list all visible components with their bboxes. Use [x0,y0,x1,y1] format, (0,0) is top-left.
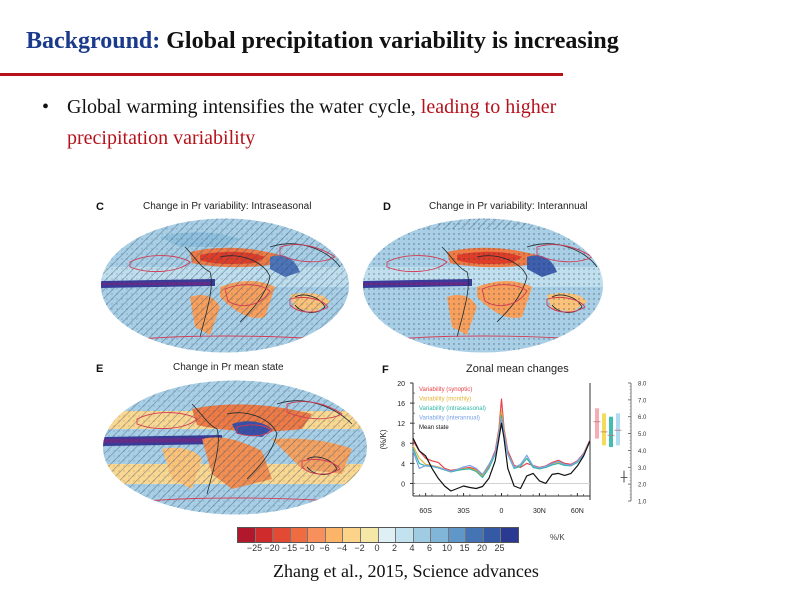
colorbar-unit: %/K [550,533,565,542]
colorbar-segment [466,528,484,542]
map-panel-e [103,380,367,515]
panel-d-label: D [383,201,391,213]
colorbar-tick-label: −2 [354,543,365,553]
range-bar [595,408,599,439]
colorbar-segment [378,528,397,542]
x-tick-label: 30N [533,508,546,515]
colorbar-tick-label: −20 [264,543,280,553]
x-tick-label: 30S [457,508,470,515]
colorbar-segment [501,528,518,542]
colorbar-segment [343,528,361,542]
colorbar-tick-label: 25 [494,543,505,553]
colorbar-tick-label: 0 [374,543,380,553]
colorbar [237,527,519,543]
title-underline [0,73,563,76]
colorbar-tick-label: 20 [476,543,487,553]
range-bar [609,416,613,448]
side-tick-label: 2.0 [638,483,647,489]
y-tick-label: 20 [397,381,405,388]
colorbar-segment [396,528,414,542]
side-tick-label: 4.0 [638,449,647,455]
panel-d-title: Change in Pr variability: Interannual [429,201,588,212]
slide-title-rest: Global precipitation variability is incr… [166,28,619,54]
panel-c-title: Change in Pr variability: Intraseasonal [143,201,312,212]
x-tick-label: 60N [571,508,584,515]
colorbar-tick-label: 15 [459,543,470,553]
colorbar-segment [448,528,467,542]
colorbar-tick-label: 6 [426,543,432,553]
colorbar-tick-label: −10 [299,543,315,553]
colorbar-segment [431,528,449,542]
chart-legend: Variability (synoptic) Variability (month… [419,387,486,431]
side-tick-label: 5.0 [638,432,647,438]
colorbar-segment [413,528,432,542]
colorbar-tick-label: 4 [409,543,415,553]
colorbar-tick-label: 10 [441,543,452,553]
y-tick-label: 8 [401,441,405,448]
legend-entry: Variability (interannual) [419,416,480,422]
colorbar-segment [360,528,379,542]
chart-side-panel: 1.0 2.0 3.0 4.0 5.0 6.0 7.0 8.0 [593,382,647,506]
y-tick-label: 4 [401,461,405,468]
side-tick-label: 3.0 [638,466,647,472]
side-tick-label: 6.0 [638,415,647,421]
legend-entry: Variability (monthly) [419,397,471,403]
y-axis-label: (%/K) [379,429,388,449]
zonal-mean-chart: 0 4 8 12 16 20 60S 30S 0 30N 60N (%/K) Variability … [379,381,647,515]
colorbar-tick-label: −25 [246,543,263,553]
series-line-variability-synoptic [412,398,591,476]
series-line-mean-state [412,422,591,492]
slide-title-lead: Background: [26,28,161,54]
x-tick-label: 60S [419,508,432,515]
bullet-text-highlight: leading to higher precipitation variabil… [67,96,557,149]
bullet-text: Global warming intensifies the water cyc… [67,92,647,154]
y-tick-label: 0 [401,481,405,488]
panel-c-label: C [96,201,104,213]
side-tick-label: 8.0 [638,382,647,388]
colorbar-tick-label: −15 [281,543,298,553]
range-bar [602,413,606,446]
colorbar-segment [273,528,291,542]
panel-f-title: Zonal mean changes [466,363,569,375]
chart-series [412,398,591,492]
range-bar [623,470,625,483]
series-line-variability-interannual [412,417,591,475]
colorbar-tick-label: −6 [319,543,330,553]
citation: Zhang et al., 2015, Science advances [273,561,539,581]
colorbar-tick-label: −4 [336,543,348,553]
x-tick-label: 0 [500,508,504,515]
colorbar-segment [255,528,274,542]
colorbar-tick-label: 2 [391,543,397,553]
map-panel-c [101,218,349,353]
map-panel-d [363,218,603,353]
colorbar-segment [483,528,502,542]
legend-entry: Mean state [419,425,449,431]
y-tick-label: 16 [397,401,405,408]
panel-e-label: E [96,363,104,375]
legend-entry: Variability (synoptic) [419,387,472,393]
panel-f-label: F [382,364,389,376]
side-tick-label: 7.0 [638,398,647,404]
y-tick-label: 12 [397,421,405,428]
bullet-marker: • [42,96,50,118]
colorbar-segment [308,528,326,542]
colorbar-segment [238,528,256,542]
colorbar-segment [325,528,344,542]
panel-e-title: Change in Pr mean state [173,362,284,373]
slide-title: Background: Global precipitation variabi… [26,28,619,55]
legend-entry: Variability (intraseasonal) [419,406,486,412]
bullet-text-normal: Global warming intensifies the water cyc… [67,96,421,118]
colorbar-segment [290,528,309,542]
range-bar [616,413,620,446]
chart-axes: 0 4 8 12 16 20 60S 30S 0 30N 60N (%/K) [379,381,591,515]
side-tick-label: 1.0 [638,500,647,506]
